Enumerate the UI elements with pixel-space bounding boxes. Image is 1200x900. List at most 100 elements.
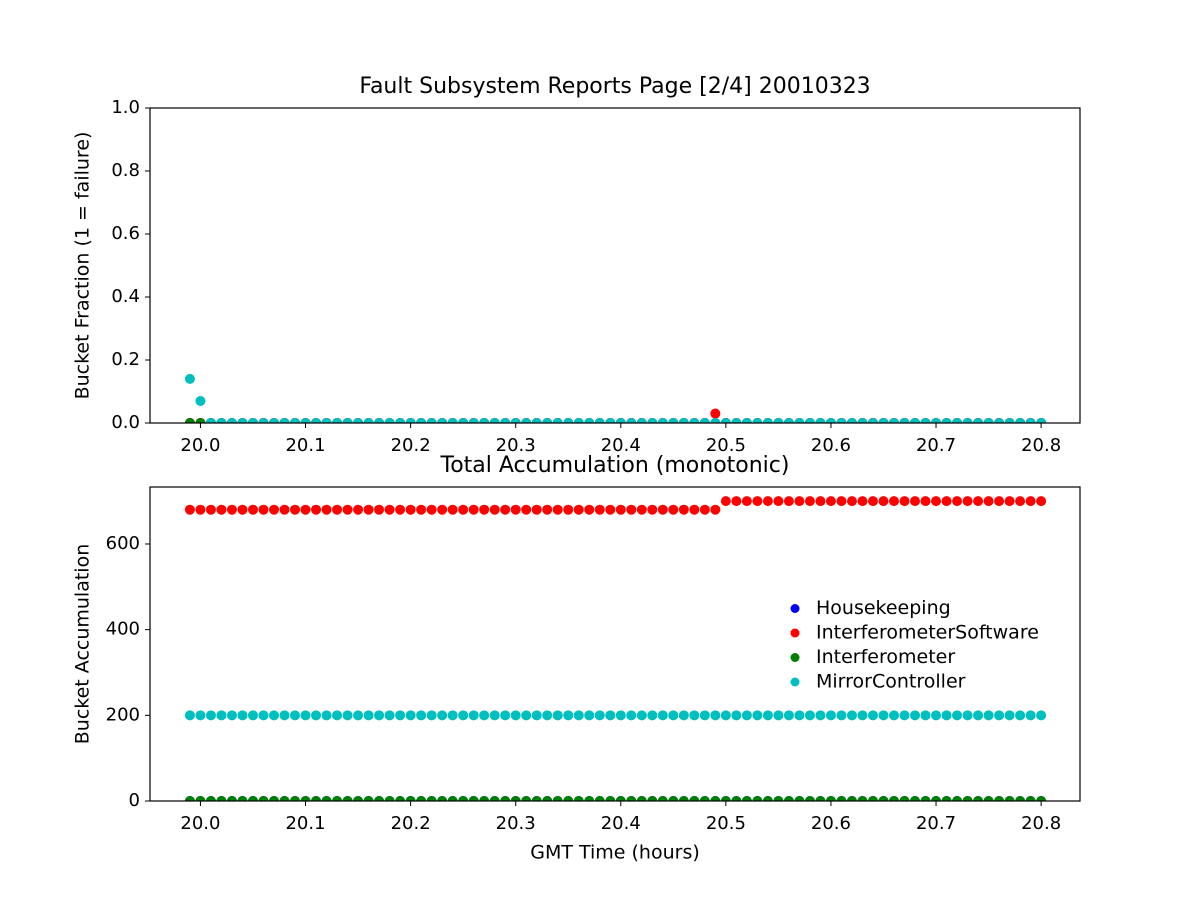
point — [290, 504, 301, 515]
point — [867, 418, 878, 423]
y-tick-label: 0.2 — [111, 349, 140, 370]
point — [720, 418, 731, 423]
legend-marker — [790, 628, 800, 638]
point — [846, 418, 857, 423]
point — [626, 796, 637, 801]
point — [542, 418, 553, 423]
point — [247, 504, 258, 515]
point — [521, 796, 532, 801]
point — [657, 796, 668, 801]
point — [825, 496, 836, 507]
point — [920, 796, 931, 801]
point — [731, 418, 742, 423]
point — [647, 504, 658, 515]
point — [731, 710, 742, 721]
point — [447, 796, 458, 801]
point — [910, 710, 921, 721]
x-tick-label: 20.8 — [1021, 813, 1061, 834]
point — [237, 796, 248, 801]
point — [846, 496, 857, 507]
point — [605, 504, 616, 515]
point — [752, 496, 763, 507]
point — [605, 418, 616, 423]
point — [794, 418, 805, 423]
point — [857, 796, 868, 801]
point — [510, 710, 521, 721]
x-tick-label: 20.6 — [811, 813, 851, 834]
point — [1004, 496, 1015, 507]
point — [983, 496, 994, 507]
point — [931, 418, 942, 423]
point — [479, 710, 490, 721]
point — [668, 796, 679, 801]
point — [458, 504, 469, 515]
point — [931, 496, 942, 507]
point — [710, 504, 721, 515]
point — [342, 796, 353, 801]
point — [384, 418, 395, 423]
point — [594, 418, 605, 423]
point — [311, 504, 322, 515]
x-tick-label: 20.3 — [496, 435, 536, 456]
point — [300, 796, 311, 801]
point — [836, 796, 847, 801]
point — [962, 796, 973, 801]
point — [983, 418, 994, 423]
point — [563, 796, 574, 801]
y-tick-label: 0 — [129, 790, 140, 811]
point — [815, 496, 826, 507]
x-tick-label: 20.7 — [916, 813, 956, 834]
point — [500, 710, 511, 721]
point — [458, 418, 469, 423]
chart-title: Fault Subsystem Reports Page [2/4] 20010… — [359, 74, 870, 99]
point — [573, 418, 584, 423]
point — [973, 710, 984, 721]
point — [804, 796, 815, 801]
point — [479, 504, 490, 515]
x-tick-label: 20.4 — [601, 435, 641, 456]
point — [426, 710, 437, 721]
point — [184, 373, 195, 384]
plot-area — [184, 373, 1047, 423]
point — [353, 504, 364, 515]
point — [710, 796, 721, 801]
point — [279, 796, 290, 801]
point — [710, 418, 721, 423]
point — [300, 710, 311, 721]
point — [216, 418, 227, 423]
point — [395, 504, 406, 515]
x-tick-label: 20.2 — [391, 435, 431, 456]
point — [489, 796, 500, 801]
point — [636, 710, 647, 721]
point — [941, 710, 952, 721]
point — [269, 418, 279, 423]
point — [374, 504, 385, 515]
point — [426, 504, 437, 515]
point — [542, 504, 553, 515]
point — [941, 496, 952, 507]
y-tick-label: 0.0 — [111, 412, 140, 433]
point — [1004, 418, 1015, 423]
point — [773, 710, 784, 721]
point — [521, 504, 532, 515]
point — [216, 710, 227, 721]
point — [226, 504, 237, 515]
point — [720, 796, 731, 801]
point — [426, 796, 437, 801]
point — [689, 796, 700, 801]
point — [332, 710, 343, 721]
point — [384, 710, 395, 721]
point — [353, 796, 364, 801]
chart-title: Total Accumulation (monotonic) — [440, 453, 790, 478]
point — [689, 418, 700, 423]
point — [689, 710, 700, 721]
point — [773, 418, 784, 423]
point — [447, 504, 458, 515]
point — [889, 418, 899, 423]
point — [195, 418, 206, 423]
point — [311, 796, 322, 801]
point — [573, 710, 584, 721]
point — [1036, 796, 1047, 801]
point — [521, 418, 532, 423]
